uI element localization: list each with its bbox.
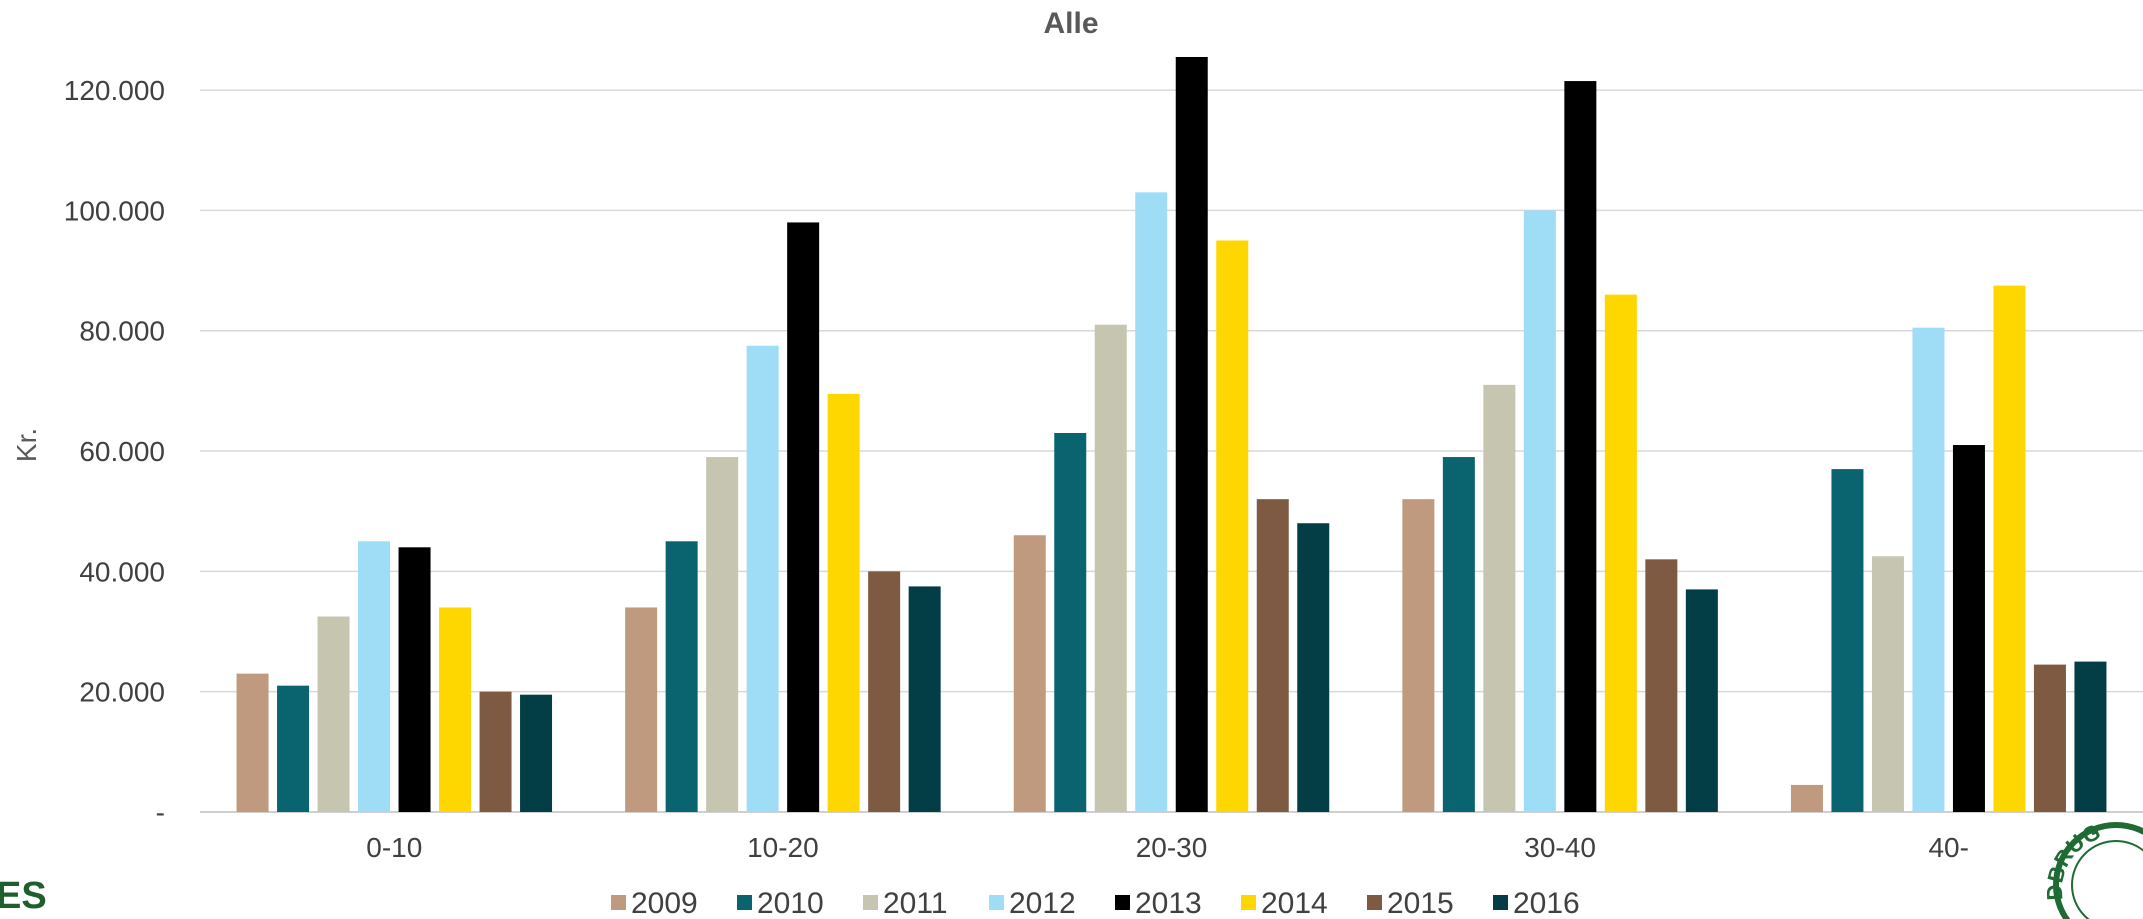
bar-2013-10-20 (787, 222, 820, 812)
bar-2015-40- (2033, 664, 2066, 812)
bar-2013-40- (1952, 445, 1985, 812)
legend-label: 2013 (1135, 887, 1202, 919)
y-axis-label: Kr. (11, 428, 42, 462)
bars (236, 56, 2107, 813)
legend-label: 2011 (883, 887, 948, 919)
legend-swatch (737, 895, 752, 910)
y-tick-label: 80.000 (79, 316, 165, 347)
bar-2015-30-40 (1645, 559, 1678, 812)
y-tick-label: 100.000 (64, 195, 165, 226)
bar-2009-40- (1790, 784, 1823, 812)
legend-label: 2015 (1387, 887, 1454, 919)
bar-2009-10-20 (625, 607, 658, 812)
bar-2014-30-40 (1604, 294, 1637, 812)
y-tick-label: 40.000 (79, 556, 165, 587)
legend-label: 2010 (757, 887, 824, 919)
bar-2009-20-30 (1013, 535, 1046, 812)
legend-swatch (1241, 895, 1256, 910)
bar-2015-20-30 (1256, 499, 1289, 812)
bar-2015-0-10 (479, 691, 512, 812)
legend-swatch (611, 895, 626, 910)
legend-label: 2009 (631, 887, 698, 919)
bar-2010-10-20 (665, 541, 698, 812)
bar-2016-30-40 (1685, 589, 1718, 812)
x-tick-label: 0-10 (366, 832, 422, 863)
y-tick-label: - (156, 797, 165, 828)
legend-label: 2016 (1513, 887, 1580, 919)
bar-2012-40- (1912, 327, 1945, 812)
legend-swatch (989, 895, 1004, 910)
gridlines (200, 89, 2143, 813)
brand-logo-text: ES (0, 875, 47, 917)
bar-2012-30-40 (1523, 210, 1556, 812)
legend-label: 2012 (1009, 887, 1076, 919)
bar-2010-30-40 (1442, 457, 1475, 812)
bar-2009-0-10 (236, 673, 269, 812)
x-tick-label: 30-40 (1524, 832, 1596, 863)
x-axis-ticks: 0-10 10-20 20-30 30-40 40- (366, 832, 1969, 863)
bar-2011-30-40 (1483, 384, 1516, 812)
bar-2010-0-10 (277, 685, 310, 812)
bar-2011-40- (1871, 556, 1904, 812)
bar-2012-0-10 (358, 541, 391, 812)
bar-2013-30-40 (1564, 81, 1597, 812)
bar-2016-10-20 (908, 586, 941, 812)
bar-2011-20-30 (1094, 324, 1127, 812)
seal-logo: DBRUG (2042, 819, 2143, 919)
bar-2009-30-40 (1402, 499, 1435, 812)
bar-2016-0-10 (520, 694, 553, 812)
bar-2011-10-20 (706, 457, 739, 812)
x-tick-label: 20-30 (1136, 832, 1208, 863)
bar-2013-0-10 (398, 547, 431, 812)
legend: 2009 2010 2011 2012 2013 2014 2015 2016 (611, 887, 1580, 919)
legend-swatch (1115, 895, 1130, 910)
chart-subtitle: Alle (1043, 7, 1098, 40)
bar-2010-40- (1831, 469, 1864, 812)
legend-swatch (1493, 895, 1508, 910)
bar-2015-10-20 (868, 571, 901, 812)
bar-2016-40- (2074, 661, 2107, 812)
legend-swatch (863, 895, 878, 910)
x-tick-label: 40- (1928, 832, 1968, 863)
bar-2014-40- (1993, 285, 2026, 813)
legend-swatch (1367, 895, 1382, 910)
legend-label: 2014 (1261, 887, 1328, 919)
bar-2014-10-20 (827, 393, 860, 812)
bar-2010-20-30 (1054, 432, 1087, 812)
y-axis-ticks: - 20.000 40.000 60.000 80.000 100.000 120.000 (64, 75, 165, 828)
bar-2014-20-30 (1216, 240, 1249, 813)
x-tick-label: 10-20 (747, 832, 819, 863)
bar-2011-0-10 (317, 616, 350, 812)
y-tick-label: 120.000 (64, 75, 165, 106)
bar-2012-10-20 (746, 345, 779, 812)
bar-2012-20-30 (1135, 192, 1168, 813)
bar-2013-20-30 (1175, 56, 1208, 812)
y-tick-label: 20.000 (79, 677, 165, 708)
bar-2016-20-30 (1297, 523, 1330, 812)
y-tick-label: 60.000 (79, 436, 165, 467)
bar-2014-0-10 (439, 607, 472, 812)
